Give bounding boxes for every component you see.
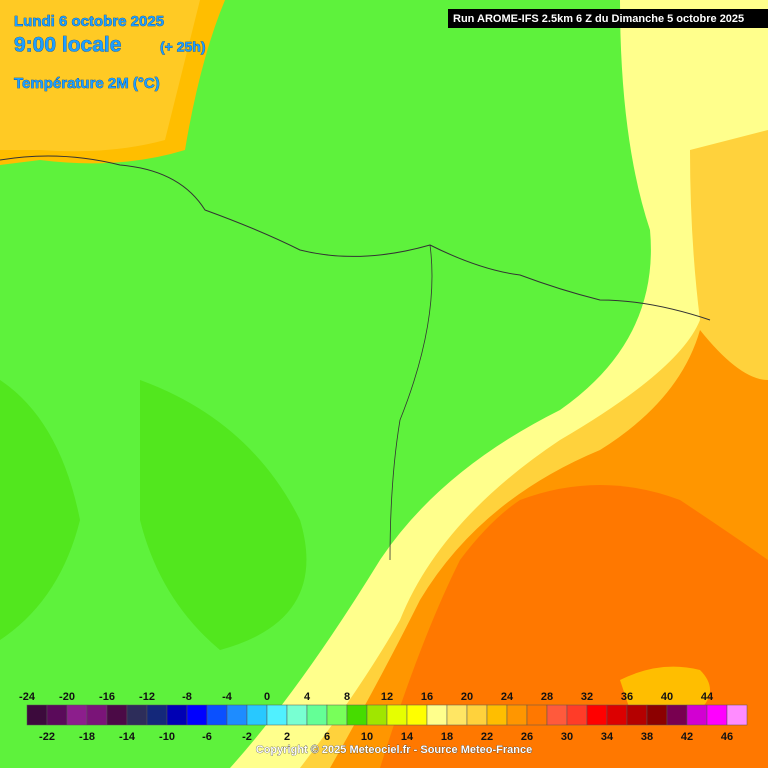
legend-label: -18 [79,731,95,743]
legend-swatch [586,704,608,726]
legend-label: 12 [381,691,393,703]
legend-label: 42 [681,731,693,743]
legend-label: 40 [661,691,673,703]
legend-label: 8 [344,691,350,703]
legend-label: -24 [19,691,36,703]
run-box [448,9,768,28]
legend-swatch [326,704,348,726]
legend-swatch [566,704,588,726]
legend-swatch [726,704,748,726]
legend-label: 18 [441,731,453,743]
legend-swatch [146,704,168,726]
border-line [0,155,711,321]
legend-swatch [686,704,708,726]
legend-swatch [406,704,428,726]
legend-swatch [706,704,728,726]
legend-label: 38 [641,731,653,743]
run-info: Run AROME-IFS 2.5km 6 Z du Dimanche 5 oc… [453,13,744,25]
inland-zone [0,380,307,650]
legend-swatch [186,704,208,726]
legend-label: 2 [284,731,290,743]
legend-swatch [626,704,648,726]
legend-label: 34 [601,731,614,743]
copyright: Copyright © 2025 Meteociel.fr - Source M… [256,744,532,756]
legend-swatch [166,704,188,726]
legend-label: -12 [139,691,155,703]
legend-label: 36 [621,691,633,703]
legend-label: 30 [561,731,573,743]
legend-swatch [606,704,628,726]
legend-label: 28 [541,691,553,703]
legend-swatch [366,704,388,726]
region-border [389,244,433,561]
legend-swatch [386,704,408,726]
sea-band [0,0,200,152]
legend-label: 14 [401,731,414,743]
legend: -24-22-20-18-16-14-12-10-8-6-4-202468101… [19,691,748,743]
legend-label: 16 [421,691,433,703]
legend-swatch [426,704,448,726]
legend-swatch [526,704,548,726]
lead-time: (+ 25h) [160,39,206,55]
legend-swatch [466,704,488,726]
legend-label: -16 [99,691,115,703]
legend-label: -8 [182,691,192,703]
legend-label: 46 [721,731,733,743]
variable: Température 2M (°C) [14,75,160,92]
legend-label: 4 [304,691,311,703]
legend-label: 24 [501,691,514,703]
legend-label: 22 [481,731,493,743]
legend-swatch [86,704,108,726]
legend-swatch [646,704,668,726]
legend-swatch [666,704,688,726]
legend-label: 26 [521,731,533,743]
legend-label: -10 [159,731,175,743]
legend-label: 0 [264,691,270,703]
legend-label: 20 [461,691,473,703]
legend-swatch [546,704,568,726]
legend-label: -2 [242,731,252,743]
legend-swatch [246,704,268,726]
legend-swatch [126,704,148,726]
legend-swatch [306,704,328,726]
legend-label: 10 [361,731,373,743]
legend-swatch [66,704,88,726]
legend-swatch [446,704,468,726]
legend-label: -14 [119,731,136,743]
legend-label: -4 [222,691,233,703]
legend-swatch [486,704,508,726]
legend-label: 6 [324,731,330,743]
legend-swatch [26,704,48,726]
legend-swatch [346,704,368,726]
legend-swatch [506,704,528,726]
legend-label: -6 [202,731,212,743]
legend-swatch [46,704,68,726]
date: Lundi 6 octobre 2025 [14,13,164,30]
legend-swatch [226,704,248,726]
legend-label: 44 [701,691,714,703]
legend-swatch [266,704,288,726]
mallorca [620,666,710,715]
legend-label: -20 [59,691,75,703]
legend-swatch [206,704,228,726]
time: 9:00 locale [14,34,121,57]
legend-label: -22 [39,731,55,743]
legend-swatch [106,704,128,726]
legend-label: 32 [581,691,593,703]
legend-swatch [286,704,308,726]
